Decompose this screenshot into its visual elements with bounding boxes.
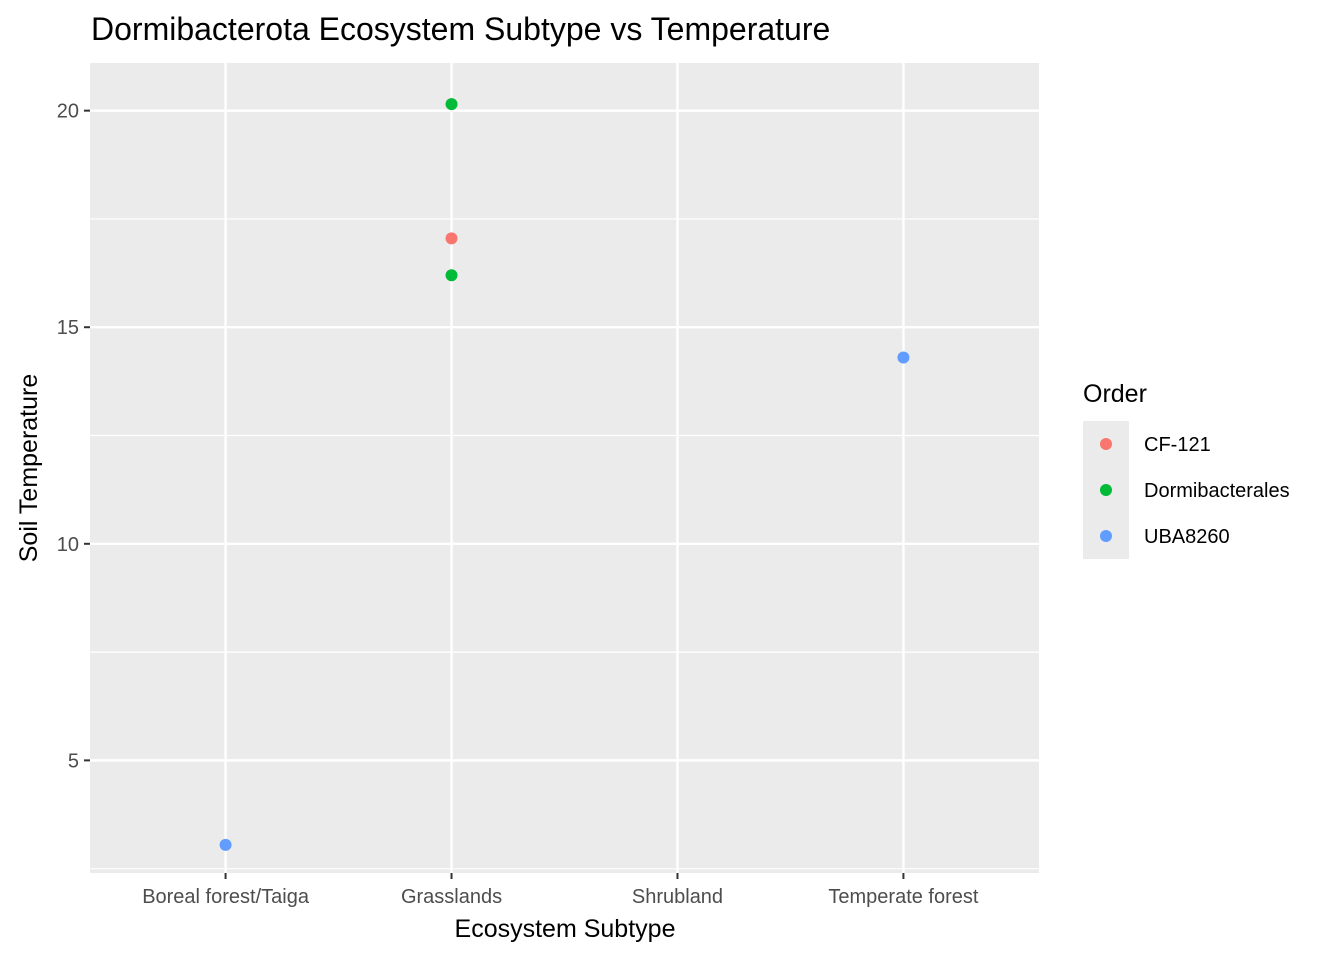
legend: Order CF-121 Dormibacterales UBA8260	[1083, 380, 1290, 559]
y-tick-label: 20	[57, 101, 79, 123]
legend-label: Dormibacterales	[1144, 480, 1290, 502]
legend-key	[1100, 484, 1112, 496]
data-point	[219, 838, 232, 851]
data-point	[897, 351, 910, 364]
legend-label: CF-121	[1144, 434, 1211, 456]
data-point	[445, 98, 458, 111]
legend-key	[1100, 530, 1112, 542]
x-tick-label: Shrubland	[632, 886, 723, 908]
y-tick-label: 5	[68, 750, 79, 772]
data-point	[445, 269, 458, 282]
x-axis-ticks: Boreal forest/Taiga Grasslands Shrubland Te…	[142, 873, 979, 908]
y-tick-label: 15	[57, 317, 79, 339]
major-gridlines	[90, 63, 1039, 873]
chart-title: Dormibacterota Ecosystem Subtype vs Temp…	[91, 11, 830, 47]
minor-gridlines	[90, 218, 1039, 870]
x-tick-label: Boreal forest/Taiga	[142, 886, 310, 908]
data-point	[445, 232, 458, 245]
legend-key	[1100, 438, 1112, 450]
legend-label: UBA8260	[1144, 526, 1230, 548]
x-tick-label: Grasslands	[401, 886, 502, 908]
legend-title: Order	[1083, 380, 1147, 408]
y-tick-label: 10	[57, 534, 79, 556]
data-points	[219, 98, 910, 851]
y-axis-title: Soil Temperature	[15, 374, 43, 563]
y-axis-ticks: 5 10 15 20	[57, 101, 90, 772]
x-axis-title: Ecosystem Subtype	[455, 915, 676, 943]
x-tick-label: Temperate forest	[828, 886, 979, 908]
plot-panel	[90, 63, 1039, 873]
